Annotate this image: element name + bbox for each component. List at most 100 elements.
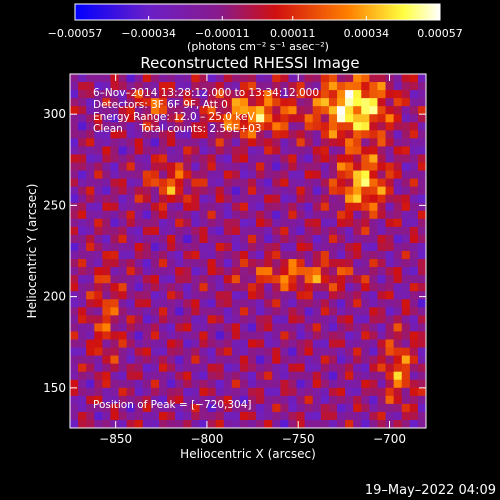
heatmap-cell: [296, 323, 306, 332]
heatmap-cell: [239, 130, 249, 139]
heatmap-cell: [94, 218, 103, 228]
heatmap-cell: [401, 283, 411, 292]
heatmap-cell: [94, 379, 103, 389]
heatmap-cell: [199, 74, 208, 83]
heatmap-cell: [142, 323, 152, 332]
heatmap-cell: [369, 395, 378, 405]
heatmap-cell: [345, 122, 354, 131]
heatmap-cell: [288, 242, 297, 252]
heatmap-cell: [126, 275, 136, 284]
heatmap-cell: [280, 307, 289, 316]
heatmap-cell: [248, 234, 257, 244]
heatmap-cell: [86, 74, 95, 83]
heatmap-cell: [191, 186, 200, 196]
heatmap-cell: [183, 90, 192, 99]
heatmap-cell: [134, 403, 144, 413]
heatmap-cell: [207, 411, 217, 421]
heatmap-cell: [312, 138, 322, 147]
heatmap-cell: [288, 162, 297, 171]
heatmap-cell: [304, 234, 314, 244]
heatmap-cell: [264, 307, 273, 316]
heatmap-cell: [223, 234, 233, 244]
heatmap-cell: [353, 347, 362, 356]
heatmap-cell: [199, 411, 208, 421]
heatmap-cell: [288, 186, 297, 196]
heatmap-cell: [94, 275, 103, 284]
heatmap-cell: [126, 210, 136, 220]
heatmap-cell: [199, 363, 208, 373]
heatmap-cell: [361, 114, 370, 123]
heatmap-cell: [126, 114, 136, 123]
heatmap-cell: [215, 331, 225, 340]
heatmap-cell: [337, 82, 346, 91]
heatmap-cell: [272, 170, 281, 179]
heatmap-cell: [328, 275, 338, 284]
heatmap-cell: [353, 411, 362, 421]
heatmap-cell: [288, 106, 297, 115]
heatmap-cell: [102, 194, 111, 204]
heatmap-cell: [345, 202, 354, 212]
heatmap-cell: [215, 403, 225, 413]
heatmap-cell: [288, 315, 297, 324]
heatmap-cell: [280, 339, 289, 348]
heatmap-cell: [328, 242, 338, 252]
heatmap-cell: [385, 299, 395, 308]
heatmap-cell: [150, 291, 160, 300]
heatmap-cell: [296, 275, 306, 284]
heatmap-cell: [142, 242, 152, 252]
heatmap-cell: [353, 122, 362, 131]
heatmap-cell: [142, 154, 152, 163]
heatmap-cell: [248, 307, 257, 316]
heatmap-cell: [223, 170, 233, 179]
heatmap-cell: [328, 146, 338, 155]
heatmap-cell: [393, 74, 403, 83]
heatmap-cell: [409, 98, 419, 107]
heatmap-cell: [175, 74, 184, 83]
heatmap-cell: [86, 267, 95, 276]
heatmap-cell: [337, 259, 346, 268]
heatmap-cell: [353, 146, 362, 155]
heatmap-cell: [199, 323, 208, 332]
heatmap-cell: [110, 419, 119, 428]
heatmap-cell: [86, 275, 95, 284]
heatmap-cell: [248, 138, 257, 147]
heatmap-cell: [369, 98, 378, 107]
heatmap-cell: [361, 339, 370, 348]
heatmap-cell: [248, 323, 257, 332]
heatmap-cell: [256, 178, 265, 188]
heatmap-cell: [401, 419, 411, 428]
heatmap-cell: [337, 106, 346, 115]
heatmap-cell: [369, 411, 378, 421]
heatmap-cell: [102, 355, 111, 365]
heatmap-cell: [231, 323, 241, 332]
heatmap-cell: [328, 218, 338, 228]
heatmap-cell: [385, 291, 395, 300]
heatmap-cell: [126, 403, 136, 413]
heatmap-cell: [223, 275, 233, 284]
heatmap-cell: [280, 242, 289, 252]
heatmap-cell: [142, 218, 152, 228]
heatmap-cell: [159, 218, 168, 228]
heatmap-cell: [110, 98, 119, 107]
heatmap-cell: [215, 347, 225, 356]
heatmap-cell: [320, 146, 330, 155]
heatmap-cell: [78, 387, 87, 397]
heatmap-cell: [167, 379, 176, 389]
heatmap-cell: [296, 419, 306, 428]
heatmap-cell: [142, 202, 152, 212]
heatmap-cell: [312, 234, 322, 244]
heatmap-cell: [150, 242, 160, 252]
heatmap-cell: [215, 275, 225, 284]
heatmap-cell: [150, 387, 160, 397]
heatmap-cell: [353, 323, 362, 332]
heatmap-cell: [248, 202, 257, 212]
heatmap-cell: [110, 234, 119, 244]
heatmap-cell: [183, 74, 192, 83]
heatmap-cell: [320, 387, 330, 397]
heatmap-cell: [377, 379, 386, 389]
heatmap-cell: [167, 283, 176, 292]
heatmap-cell: [361, 178, 370, 188]
heatmap-cell: [118, 138, 128, 147]
heatmap-cell: [207, 82, 217, 91]
heatmap-cell: [215, 379, 225, 389]
